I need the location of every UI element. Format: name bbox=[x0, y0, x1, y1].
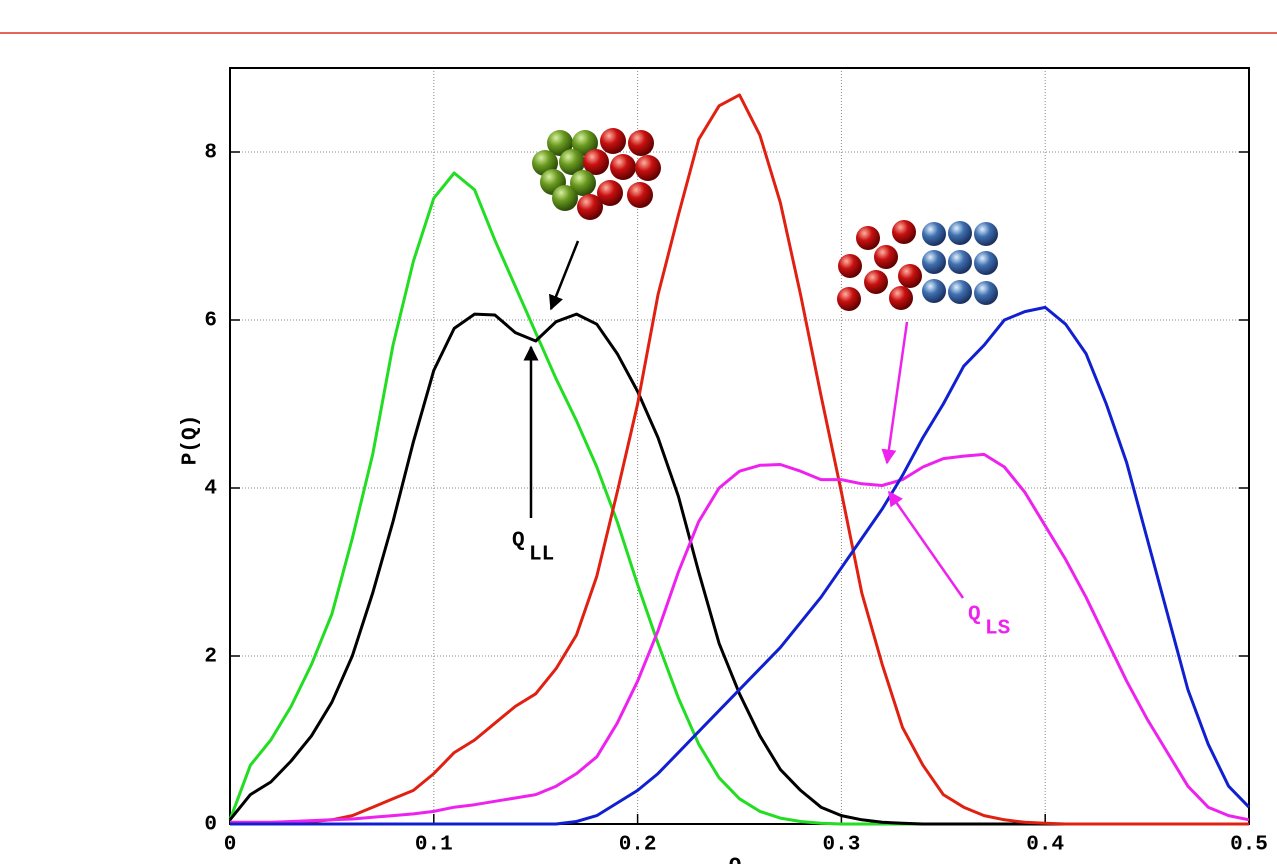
y-tick-label: 6 bbox=[204, 310, 217, 333]
series-line bbox=[230, 305, 1251, 826]
series-line bbox=[228, 171, 1249, 826]
y-tick-label: 2 bbox=[204, 646, 217, 669]
y-tick-label: 4 bbox=[204, 478, 217, 501]
x-tick-label: 0.1 bbox=[415, 834, 453, 857]
annotation-subscript: LL bbox=[529, 544, 554, 567]
annotation-label: Q bbox=[968, 604, 981, 627]
series-line bbox=[230, 452, 1250, 824]
plot-area bbox=[228, 67, 1251, 826]
y-tick-label: 8 bbox=[204, 142, 217, 165]
annotation-subscript: LS bbox=[985, 618, 1010, 641]
red-blue-cluster bbox=[837, 220, 998, 311]
y-axis-label: P(Q) bbox=[180, 415, 203, 465]
annotation-label: Q bbox=[512, 530, 525, 553]
x-axis-label: Q bbox=[729, 856, 742, 864]
arrows bbox=[523, 240, 965, 599]
green-red-cluster bbox=[532, 128, 661, 220]
plot-frame bbox=[229, 67, 1250, 825]
x-tick-label: 0 bbox=[224, 834, 237, 857]
x-tick-label: 0.2 bbox=[619, 834, 657, 857]
y-tick-label: 0 bbox=[204, 814, 217, 837]
x-tick-label: 0.3 bbox=[822, 834, 860, 857]
x-tick-label: 0.5 bbox=[1230, 834, 1268, 857]
x-tick-label: 0.4 bbox=[1026, 834, 1064, 857]
series-line bbox=[230, 93, 1249, 826]
series-line bbox=[228, 312, 1249, 826]
